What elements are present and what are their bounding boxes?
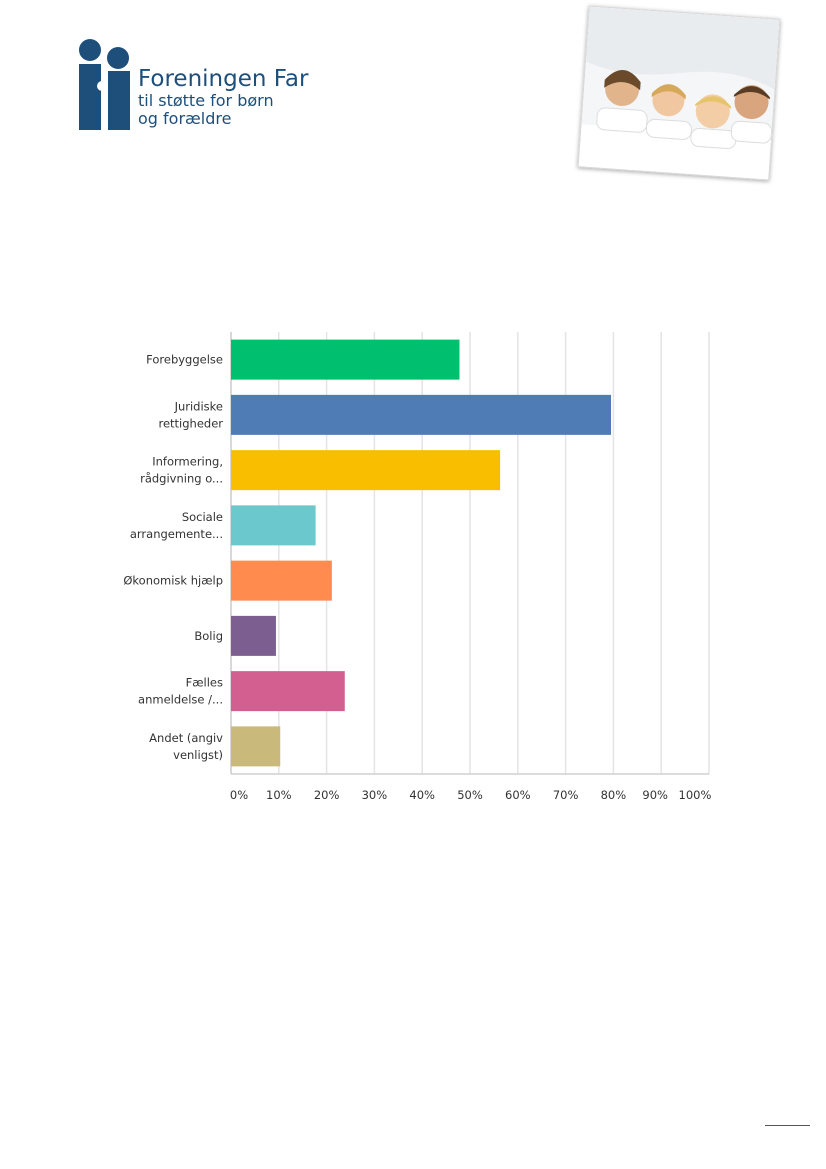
x-tick-label: 30% bbox=[362, 788, 388, 802]
category-label: Bolig bbox=[194, 629, 223, 643]
bar bbox=[231, 450, 501, 491]
category-label: Økonomisk hjælp bbox=[123, 574, 223, 588]
logo-text: Foreningen Far til støtte for børn og fo… bbox=[138, 66, 308, 128]
org-tagline-2: og forældre bbox=[138, 109, 232, 128]
category-label: venligst) bbox=[173, 748, 223, 762]
logo-figures-icon bbox=[79, 39, 130, 130]
bar bbox=[231, 560, 332, 601]
x-tick-label: 70% bbox=[553, 788, 579, 802]
bar bbox=[231, 615, 276, 656]
family-photo bbox=[577, 5, 781, 181]
x-tick-label: 60% bbox=[505, 788, 531, 802]
bar bbox=[231, 671, 345, 712]
category-label: Informering, bbox=[152, 455, 223, 469]
bar bbox=[231, 726, 281, 767]
category-label: Fælles bbox=[186, 676, 223, 690]
bar bbox=[231, 394, 612, 435]
bar bbox=[231, 339, 460, 380]
family-under-blanket-icon bbox=[578, 6, 780, 180]
x-tick-label: 0% bbox=[230, 788, 248, 802]
organization-logo: Foreningen Far til støtte for børn og fo… bbox=[78, 38, 338, 138]
x-tick-label: 90% bbox=[642, 788, 668, 802]
category-label: rettigheder bbox=[158, 416, 223, 430]
x-tick-label: 50% bbox=[457, 788, 483, 802]
category-label: anmeldelse /... bbox=[138, 693, 223, 707]
org-tagline-1: til støtte for børn bbox=[138, 91, 274, 110]
category-label: Andet (angiv bbox=[149, 731, 223, 745]
x-tick-label: 100% bbox=[679, 788, 712, 802]
x-tick-label: 10% bbox=[266, 788, 292, 802]
category-label: arrangemente... bbox=[130, 527, 223, 541]
category-label: rådgivning o... bbox=[140, 472, 223, 486]
footer-divider bbox=[765, 1125, 810, 1126]
x-tick-label: 40% bbox=[409, 788, 435, 802]
org-name: Foreningen Far bbox=[138, 66, 309, 92]
x-tick-label: 20% bbox=[314, 788, 340, 802]
bar bbox=[231, 505, 316, 546]
category-label: Sociale bbox=[182, 510, 223, 524]
category-label: Juridiske bbox=[174, 399, 223, 413]
x-tick-label: 80% bbox=[601, 788, 627, 802]
category-label: Forebyggelse bbox=[146, 353, 223, 367]
